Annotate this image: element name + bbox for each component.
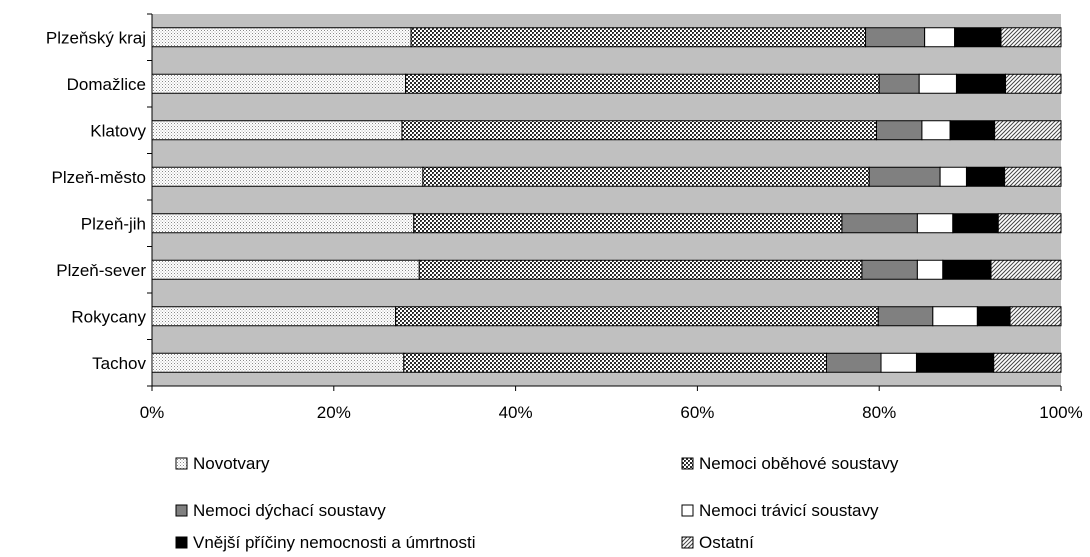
bar-plzen-sever-novotvary bbox=[151, 259, 420, 280]
bar-tachov-ostatni bbox=[993, 352, 1062, 373]
bar-domazlice-nemoci-dychaci-soustavy bbox=[878, 73, 920, 94]
bar-rokycany-vnejsi-priciny-nemocnosti-a-umrtnosti bbox=[976, 306, 1011, 327]
bar-plzen-jih-nemoci-travici-soustavy bbox=[916, 213, 954, 234]
bar-plzen-jih-novotvary bbox=[151, 213, 415, 234]
legend-swatch bbox=[681, 457, 694, 470]
bar-plzen-mesto-nemoci-travici-soustavy bbox=[939, 166, 967, 187]
bar-klatovy-nemoci-dychaci-soustavy bbox=[875, 120, 923, 141]
legend-label: Ostatní bbox=[699, 533, 754, 552]
category-label: Plzeň-jih bbox=[81, 214, 146, 233]
bar-rokycany-nemoci-obehove-soustavy bbox=[395, 306, 879, 327]
x-tick-label: 40% bbox=[499, 403, 533, 422]
bar-rokycany-novotvary bbox=[151, 306, 397, 327]
legend-item-nemoci-obehove-soustavy: Nemoci oběhové soustavy bbox=[681, 454, 899, 473]
bar-klatovy-nemoci-obehove-soustavy bbox=[401, 120, 877, 141]
bar-tachov-nemoci-dychaci-soustavy bbox=[825, 352, 882, 373]
x-tick-label: 20% bbox=[317, 403, 351, 422]
legend-label: Vnější příčiny nemocnosti a úmrtnosti bbox=[193, 533, 476, 552]
bar-tachov-novotvary bbox=[151, 352, 405, 373]
bar-tachov-nemoci-obehove-soustavy bbox=[403, 352, 827, 373]
bar-plzen-mesto-ostatni bbox=[1004, 166, 1062, 187]
legend-swatch bbox=[175, 536, 188, 549]
bar-plzensky-kraj-ostatni bbox=[1000, 27, 1062, 48]
legend-label: Nemoci trávicí soustavy bbox=[699, 501, 879, 520]
bar-plzen-sever-nemoci-obehove-soustavy bbox=[418, 259, 863, 280]
legend-item-novotvary: Novotvary bbox=[175, 454, 270, 473]
bar-rokycany-nemoci-travici-soustavy bbox=[932, 306, 978, 327]
bar-plzen-mesto-nemoci-obehove-soustavy bbox=[422, 166, 870, 187]
legend-swatch bbox=[681, 536, 694, 549]
legend-item-ostatni: Ostatní bbox=[681, 533, 754, 552]
legend-item-nemoci-dychaci-soustavy: Nemoci dýchací soustavy bbox=[175, 501, 386, 520]
bar-plzen-jih-nemoci-dychaci-soustavy bbox=[841, 213, 918, 234]
bar-klatovy-nemoci-travici-soustavy bbox=[921, 120, 951, 141]
bar-plzen-sever-nemoci-dychaci-soustavy bbox=[861, 259, 918, 280]
plot-background bbox=[152, 14, 1061, 386]
legend-label: Novotvary bbox=[193, 454, 270, 473]
category-label: Domažlice bbox=[67, 75, 146, 94]
bar-domazlice-nemoci-travici-soustavy bbox=[918, 73, 957, 94]
legend: Novotvary Nemoci oběhové soustavy Nemoci d… bbox=[175, 454, 899, 552]
legend-swatch bbox=[681, 504, 694, 517]
bar-plzen-mesto-nemoci-dychaci-soustavy bbox=[868, 166, 941, 187]
bar-rokycany-nemoci-dychaci-soustavy bbox=[877, 306, 934, 327]
bar-plzen-sever-vnejsi-priciny-nemocnosti-a-umrtnosti bbox=[942, 259, 992, 280]
category-label: Plzeň-město bbox=[52, 168, 146, 187]
bar-plzen-mesto-novotvary bbox=[151, 166, 424, 187]
legend-item-vnejsi-priciny-nemocnosti-a-umrtnosti: Vnější příčiny nemocnosti a úmrtnosti bbox=[175, 533, 476, 552]
category-label: Klatovy bbox=[90, 121, 146, 140]
x-tick-label: 100% bbox=[1039, 403, 1082, 422]
legend-swatch bbox=[175, 504, 188, 517]
bar-tachov-vnejsi-priciny-nemocnosti-a-umrtnosti bbox=[915, 352, 995, 373]
category-label: Tachov bbox=[92, 354, 146, 373]
bar-domazlice-ostatni bbox=[1005, 73, 1062, 94]
legend-label: Nemoci dýchací soustavy bbox=[193, 501, 386, 520]
bar-plzensky-kraj-nemoci-travici-soustavy bbox=[924, 27, 956, 48]
bar-plzensky-kraj-vnejsi-priciny-nemocnosti-a-umrtnosti bbox=[954, 27, 1002, 48]
category-label: Plzeň-sever bbox=[56, 261, 146, 280]
bar-plzensky-kraj-novotvary bbox=[151, 27, 412, 48]
bar-plzen-jih-vnejsi-priciny-nemocnosti-a-umrtnosti bbox=[952, 213, 999, 234]
bar-klatovy-novotvary bbox=[151, 120, 403, 141]
bar-plzen-sever-nemoci-travici-soustavy bbox=[916, 259, 944, 280]
bar-tachov-nemoci-travici-soustavy bbox=[880, 352, 917, 373]
bar-klatovy-vnejsi-priciny-nemocnosti-a-umrtnosti bbox=[949, 120, 996, 141]
plot-area bbox=[152, 14, 1061, 386]
bar-plzen-sever-ostatni bbox=[990, 259, 1062, 280]
category-label: Rokycany bbox=[71, 307, 146, 326]
legend-swatch bbox=[175, 457, 188, 470]
legend-item-nemoci-travici-soustavy: Nemoci trávicí soustavy bbox=[681, 501, 879, 520]
bar-plzen-jih-ostatni bbox=[997, 213, 1062, 234]
category-label: Plzeňský kraj bbox=[46, 28, 146, 47]
bar-klatovy-ostatni bbox=[994, 120, 1062, 141]
x-tick-label: 80% bbox=[862, 403, 896, 422]
bar-rokycany-ostatni bbox=[1009, 306, 1062, 327]
bar-plzensky-kraj-nemoci-obehove-soustavy bbox=[410, 27, 867, 48]
bar-plzen-jih-nemoci-obehove-soustavy bbox=[413, 213, 843, 234]
bar-domazlice-vnejsi-priciny-nemocnosti-a-umrtnosti bbox=[955, 73, 1007, 94]
bar-plzen-mesto-vnejsi-priciny-nemocnosti-a-umrtnosti bbox=[965, 166, 1006, 187]
bar-domazlice-novotvary bbox=[151, 73, 407, 94]
bar-domazlice-nemoci-obehove-soustavy bbox=[405, 73, 880, 94]
legend-label: Nemoci oběhové soustavy bbox=[699, 454, 899, 473]
axes-layer: Plzeňský kraj Domažlice Klatovy Plzeň-město… bbox=[46, 13, 1083, 422]
bar-plzensky-kraj-nemoci-dychaci-soustavy bbox=[865, 27, 926, 48]
x-tick-label: 60% bbox=[680, 403, 714, 422]
x-tick-label: 0% bbox=[140, 403, 165, 422]
bars-layer bbox=[151, 27, 1062, 373]
